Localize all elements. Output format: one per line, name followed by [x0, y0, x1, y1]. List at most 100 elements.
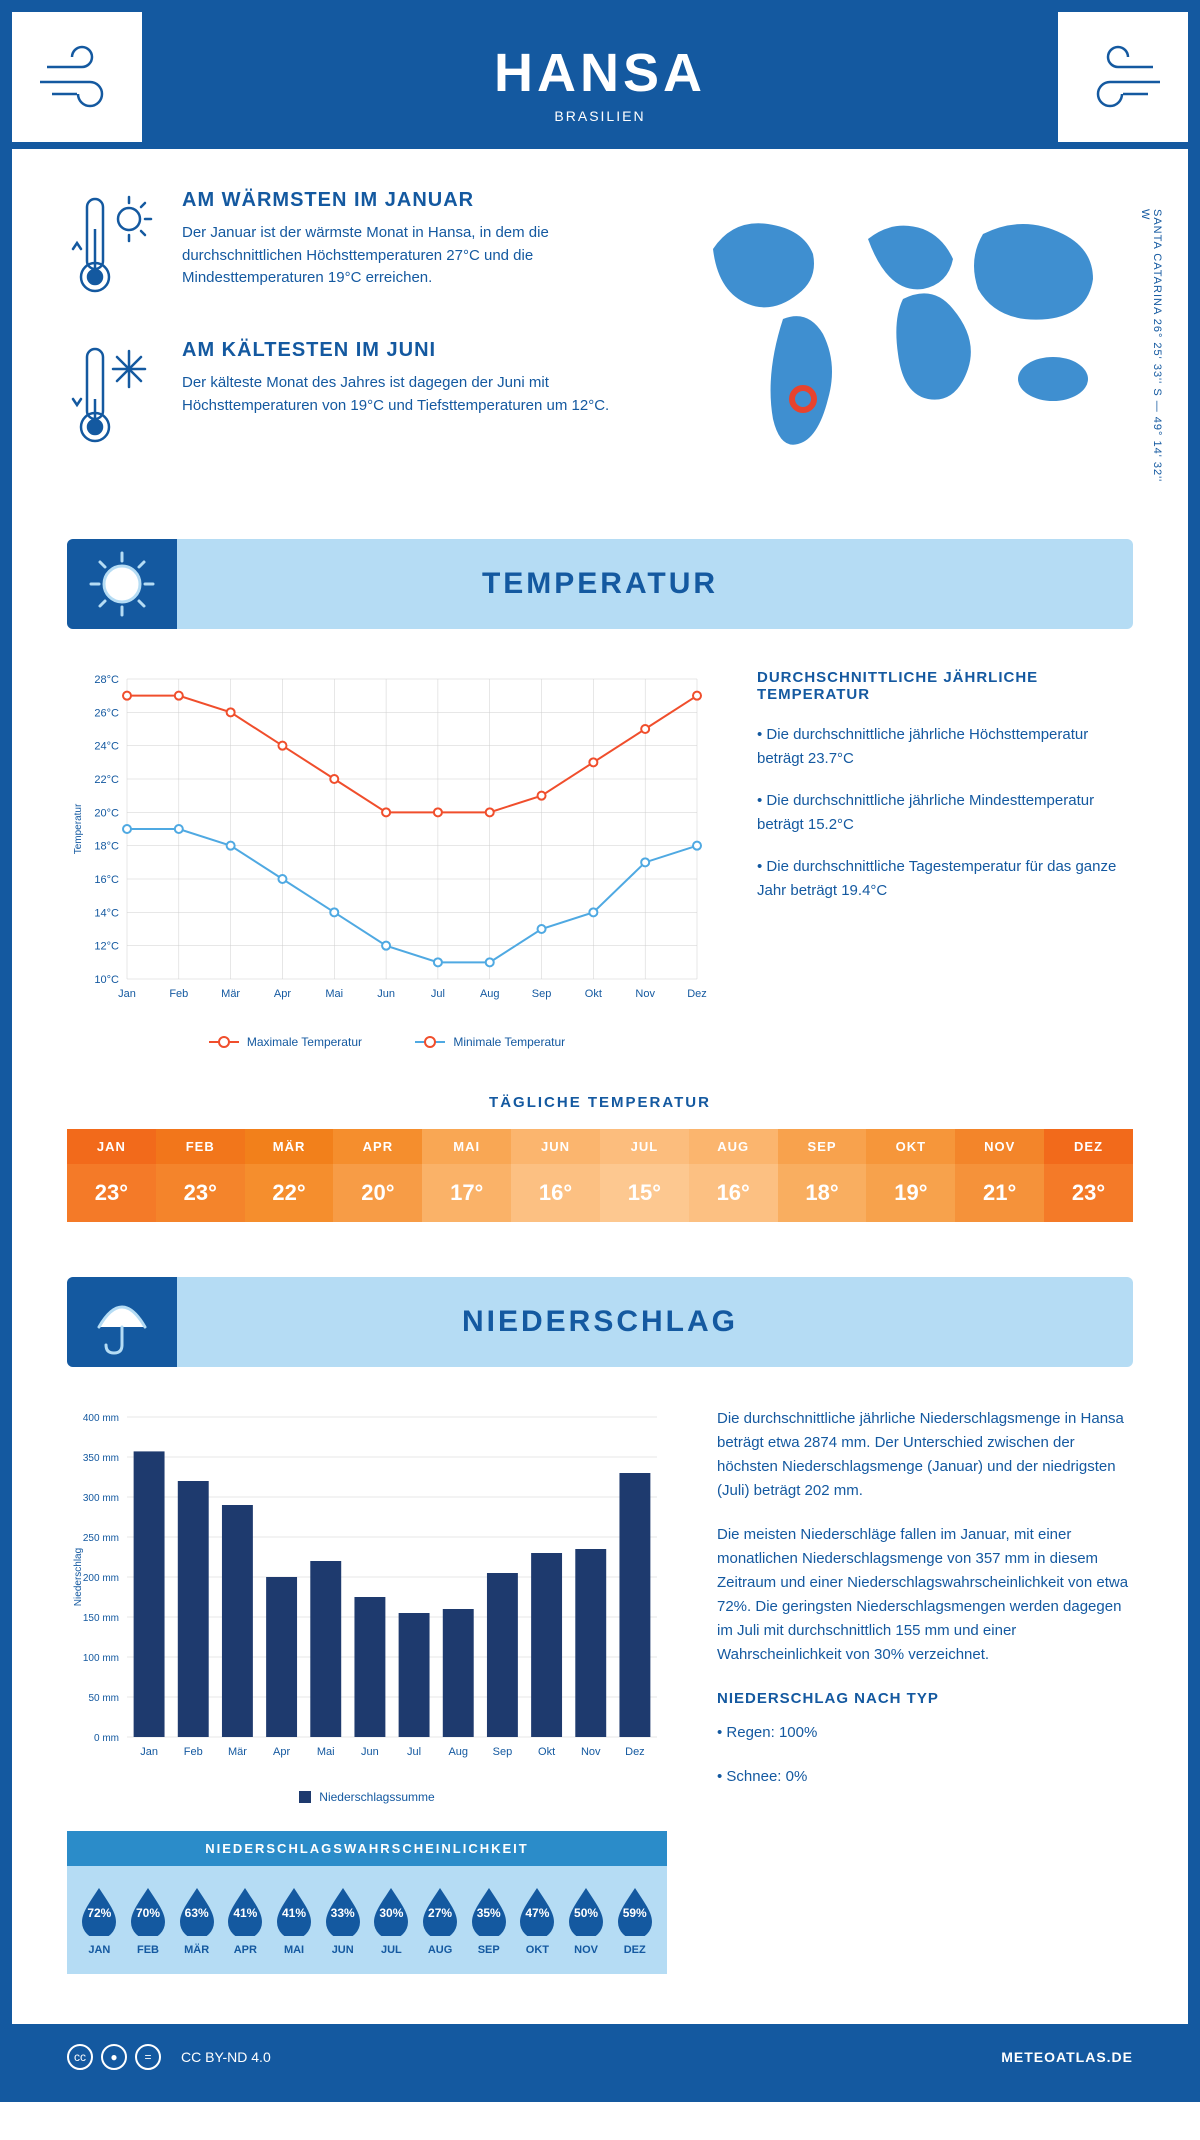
daily-col: APR 20° — [333, 1129, 422, 1222]
precip-type: • Schnee: 0% — [717, 1765, 1133, 1789]
svg-text:Feb: Feb — [169, 988, 188, 1000]
wind-icon — [12, 12, 142, 142]
svg-text:Sep: Sep — [493, 1746, 513, 1758]
warmest-text: Der Januar ist der wärmste Monat in Hans… — [182, 222, 633, 290]
svg-text:Apr: Apr — [274, 988, 291, 1000]
svg-text:50 mm: 50 mm — [88, 1693, 119, 1704]
svg-text:Jan: Jan — [118, 988, 136, 1000]
warmest-block: AM WÄRMSTEN IM JANUAR Der Januar ist der… — [67, 189, 633, 299]
svg-text:28°C: 28°C — [94, 674, 119, 686]
prob-col: 70% FEB — [126, 1884, 171, 1956]
world-map: SANTA CATARINA 26° 25' 33'' S — 49° 14' … — [683, 189, 1133, 489]
svg-text:400 mm: 400 mm — [83, 1413, 119, 1424]
thermometer-sun-icon — [67, 189, 157, 299]
svg-text:0 mm: 0 mm — [94, 1733, 119, 1744]
svg-text:Jun: Jun — [377, 988, 395, 1000]
prob-col: 30% JUL — [369, 1884, 414, 1956]
temp-bullet: • Die durchschnittliche jährliche Mindes… — [757, 789, 1133, 837]
prob-col: 33% JUN — [320, 1884, 365, 1956]
precipitation-bar-chart: 0 mm50 mm100 mm150 mm200 mm250 mm300 mm3… — [67, 1407, 667, 1767]
svg-text:Mär: Mär — [221, 988, 240, 1000]
svg-text:300 mm: 300 mm — [83, 1493, 119, 1504]
daily-col: OKT 19° — [866, 1129, 955, 1222]
svg-text:Dez: Dez — [625, 1746, 645, 1758]
precip-type-title: NIEDERSCHLAG NACH TYP — [717, 1687, 1133, 1711]
svg-text:10°C: 10°C — [94, 974, 119, 986]
prob-col: 35% SEP — [466, 1884, 511, 1956]
by-icon: ● — [101, 2044, 127, 2070]
footer: cc ● = CC BY-ND 4.0 METEOATLAS.DE — [12, 2024, 1188, 2090]
temp-bullet: • Die durchschnittliche Tagestemperatur … — [757, 855, 1133, 903]
svg-text:20°C: 20°C — [94, 807, 119, 819]
daily-col: NOV 21° — [955, 1129, 1044, 1222]
header: HANSA BRASILIEN — [12, 12, 1188, 149]
precipitation-banner: NIEDERSCHLAG — [67, 1277, 1133, 1367]
daily-col: MÄR 22° — [245, 1129, 334, 1222]
svg-text:Okt: Okt — [585, 988, 602, 1000]
precipitation-banner-label: NIEDERSCHLAG — [462, 1305, 738, 1338]
temperature-line-chart: 10°C 12°C 14°C 16°C 18°C 20°C 22°C 24°C 26°C 28°C… — [67, 669, 707, 1009]
precip-para: Die durchschnittliche jährliche Niedersc… — [717, 1407, 1133, 1503]
daily-col: JAN 23° — [67, 1129, 156, 1222]
sun-icon — [67, 539, 177, 629]
svg-text:22°C: 22°C — [94, 774, 119, 786]
prob-col: 41% MAI — [272, 1884, 317, 1956]
svg-text:12°C: 12°C — [94, 941, 119, 953]
nd-icon: = — [135, 2044, 161, 2070]
svg-text:Jul: Jul — [431, 988, 445, 1000]
svg-text:100 mm: 100 mm — [83, 1653, 119, 1664]
svg-text:Dez: Dez — [687, 988, 707, 1000]
site-name: METEOATLAS.DE — [1001, 2049, 1133, 2065]
prob-col: 63% MÄR — [174, 1884, 219, 1956]
warmest-title: AM WÄRMSTEN IM JANUAR — [182, 189, 633, 212]
precip-type: • Regen: 100% — [717, 1721, 1133, 1745]
coordinates: SANTA CATARINA 26° 25' 33'' S — 49° 14' … — [1139, 209, 1163, 489]
thermometer-snow-icon — [67, 339, 157, 449]
svg-text:26°C: 26°C — [94, 707, 119, 719]
temp-chart-legend: .leg-sw:nth-child(1)::after{border-color… — [67, 1032, 707, 1049]
page-subtitle: BRASILIEN — [12, 108, 1188, 124]
svg-text:Apr: Apr — [273, 1746, 290, 1758]
daily-col: FEB 23° — [156, 1129, 245, 1222]
probability-title: NIEDERSCHLAGSWAHRSCHEINLICHKEIT — [67, 1831, 667, 1866]
svg-text:Nov: Nov — [635, 988, 655, 1000]
umbrella-icon — [67, 1277, 177, 1367]
daily-col: JUN 16° — [511, 1129, 600, 1222]
svg-text:16°C: 16°C — [94, 874, 119, 886]
prob-col: 27% AUG — [418, 1884, 463, 1956]
prob-col: 72% JAN — [77, 1884, 122, 1956]
wind-icon — [1058, 12, 1188, 142]
temp-info-title: DURCHSCHNITTLICHE JÄHRLICHE TEMPERATUR — [757, 669, 1133, 703]
svg-text:Mär: Mär — [228, 1746, 247, 1758]
coldest-title: AM KÄLTESTEN IM JUNI — [182, 339, 633, 362]
temperature-banner-label: TEMPERATUR — [482, 567, 718, 600]
svg-text:Okt: Okt — [538, 1746, 555, 1758]
daily-temp-table: JAN 23° FEB 23° MÄR 22° APR 20° MAI 17° … — [67, 1129, 1133, 1222]
coldest-block: AM KÄLTESTEN IM JUNI Der kälteste Monat … — [67, 339, 633, 449]
svg-text:Feb: Feb — [184, 1746, 203, 1758]
page-title: HANSA — [12, 42, 1188, 104]
svg-text:Mai: Mai — [325, 988, 343, 1000]
svg-text:18°C: 18°C — [94, 841, 119, 853]
svg-text:Niederschlag: Niederschlag — [73, 1548, 84, 1606]
coldest-text: Der kälteste Monat des Jahres ist dagege… — [182, 372, 633, 417]
prob-col: 59% DEZ — [612, 1884, 657, 1956]
daily-col: AUG 16° — [689, 1129, 778, 1222]
svg-text:Jul: Jul — [407, 1746, 421, 1758]
svg-text:14°C: 14°C — [94, 907, 119, 919]
svg-text:Aug: Aug — [448, 1746, 468, 1758]
precip-chart-legend: Niederschlagssumme — [67, 1790, 667, 1806]
prob-col: 50% NOV — [564, 1884, 609, 1956]
license-text: CC BY-ND 4.0 — [181, 2049, 271, 2065]
svg-text:Sep: Sep — [532, 988, 552, 1000]
probability-row: 72% JAN 70% FEB 63% MÄR 41% APR 41% MAI … — [67, 1866, 667, 1974]
svg-text:Mai: Mai — [317, 1746, 335, 1758]
temp-bullet: • Die durchschnittliche jährliche Höchst… — [757, 723, 1133, 771]
svg-text:Aug: Aug — [480, 988, 500, 1000]
cc-icon: cc — [67, 2044, 93, 2070]
prob-col: 41% APR — [223, 1884, 268, 1956]
daily-col: DEZ 23° — [1044, 1129, 1133, 1222]
svg-text:24°C: 24°C — [94, 741, 119, 753]
daily-col: JUL 15° — [600, 1129, 689, 1222]
svg-text:Jun: Jun — [361, 1746, 379, 1758]
